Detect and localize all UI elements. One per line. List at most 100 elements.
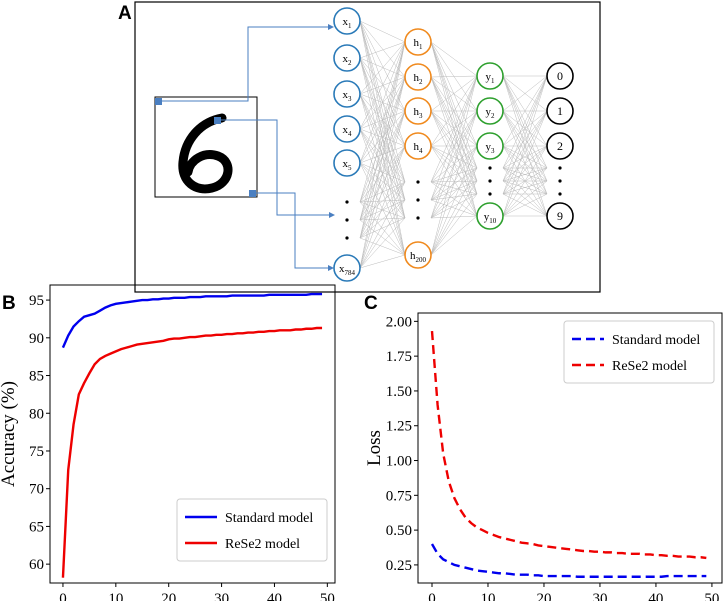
connection bbox=[359, 219, 406, 256]
connection bbox=[359, 57, 406, 201]
ellipsis-dot bbox=[558, 179, 562, 183]
node bbox=[546, 202, 574, 230]
node bbox=[476, 97, 504, 125]
node-label: x2 bbox=[343, 53, 353, 67]
node bbox=[546, 62, 574, 90]
x-tick-label: 10 bbox=[480, 591, 495, 601]
node-label-base: x bbox=[343, 89, 349, 101]
connection bbox=[359, 76, 406, 269]
connection bbox=[430, 199, 478, 217]
connection bbox=[359, 41, 406, 130]
node bbox=[333, 44, 361, 72]
connection bbox=[359, 41, 406, 164]
connection bbox=[359, 110, 406, 239]
connection bbox=[359, 162, 406, 256]
node bbox=[404, 241, 432, 269]
node-label: x3 bbox=[343, 89, 353, 103]
connection bbox=[430, 75, 478, 112]
node-label: h2 bbox=[414, 72, 424, 86]
connection bbox=[359, 20, 406, 78]
ellipsis-dot bbox=[416, 216, 420, 220]
panel-label: A bbox=[118, 3, 132, 24]
node-label: x4 bbox=[343, 124, 353, 138]
legend-box bbox=[563, 320, 715, 384]
connection bbox=[502, 110, 548, 195]
node-label-base: y bbox=[484, 211, 490, 223]
connection bbox=[502, 75, 548, 147]
arrow bbox=[252, 192, 331, 269]
panel-label: B bbox=[2, 293, 16, 314]
connection bbox=[502, 167, 548, 217]
connection bbox=[359, 41, 406, 203]
x-tick-label: 30 bbox=[214, 591, 229, 601]
connection bbox=[430, 75, 478, 201]
connection bbox=[359, 162, 406, 201]
node bbox=[404, 28, 432, 56]
connection bbox=[430, 145, 478, 201]
ellipsis-dot bbox=[488, 179, 492, 183]
node-label-sub: 1 bbox=[348, 22, 352, 30]
connection bbox=[430, 145, 478, 256]
connection bbox=[359, 181, 406, 221]
legend-label: ReSe2 model bbox=[612, 359, 687, 374]
legend-box bbox=[176, 498, 328, 562]
ellipsis-dot bbox=[416, 180, 420, 184]
node-label: 2 bbox=[557, 139, 563, 153]
node-label-sub: 3 bbox=[491, 147, 495, 155]
connection bbox=[430, 76, 478, 169]
node bbox=[333, 115, 361, 143]
connection bbox=[359, 20, 406, 147]
connection bbox=[430, 215, 478, 256]
node-label-base: y bbox=[486, 141, 492, 153]
pixel-marker bbox=[249, 190, 256, 197]
y-tick-label: 0.25 bbox=[386, 558, 412, 574]
node bbox=[333, 7, 361, 35]
connection bbox=[502, 145, 548, 195]
arrow-head bbox=[329, 212, 335, 218]
y-tick-label: 1.50 bbox=[386, 384, 412, 400]
connection bbox=[430, 110, 478, 219]
connection bbox=[430, 75, 478, 147]
connection bbox=[430, 145, 478, 219]
series-line bbox=[61, 326, 323, 578]
node-label-base: y bbox=[486, 71, 492, 83]
connection bbox=[359, 199, 406, 269]
panel-label: C bbox=[364, 293, 378, 314]
connection bbox=[430, 75, 478, 256]
connection bbox=[430, 75, 478, 78]
node bbox=[404, 63, 432, 91]
connection bbox=[430, 167, 478, 219]
series-line bbox=[430, 330, 707, 560]
connection bbox=[430, 41, 478, 169]
x-tick-label: 20 bbox=[536, 591, 551, 601]
node-label: h1 bbox=[414, 37, 424, 51]
connection bbox=[359, 145, 406, 239]
connection bbox=[359, 41, 406, 95]
pixel-marker bbox=[155, 98, 162, 105]
connection bbox=[359, 145, 406, 221]
ellipsis-dot bbox=[558, 166, 562, 170]
node bbox=[546, 97, 574, 125]
node-label-base: x bbox=[339, 263, 345, 275]
pixel-marker bbox=[214, 117, 221, 124]
y-tick-label: 95 bbox=[29, 293, 44, 309]
node-label: y10 bbox=[484, 211, 497, 225]
connection bbox=[430, 145, 478, 195]
connection bbox=[430, 193, 478, 201]
node bbox=[333, 254, 361, 282]
y-tick-label: 90 bbox=[29, 331, 44, 347]
node-label: 9 bbox=[557, 209, 563, 223]
connection bbox=[502, 167, 548, 195]
node-label: 1 bbox=[557, 104, 563, 118]
connection bbox=[430, 181, 478, 217]
legend-label: Standard model bbox=[225, 511, 313, 526]
node-label-sub: 10 bbox=[489, 217, 497, 225]
node-label-base: h bbox=[414, 72, 420, 84]
connection bbox=[359, 128, 406, 147]
node-label-sub: 2 bbox=[348, 59, 352, 67]
x-tick-label: 0 bbox=[428, 591, 436, 601]
y-tick-label: 75 bbox=[29, 444, 44, 460]
y-tick-label: 0.50 bbox=[386, 523, 412, 539]
ellipsis-dot bbox=[345, 236, 349, 240]
node-label-sub: 4 bbox=[419, 147, 423, 155]
